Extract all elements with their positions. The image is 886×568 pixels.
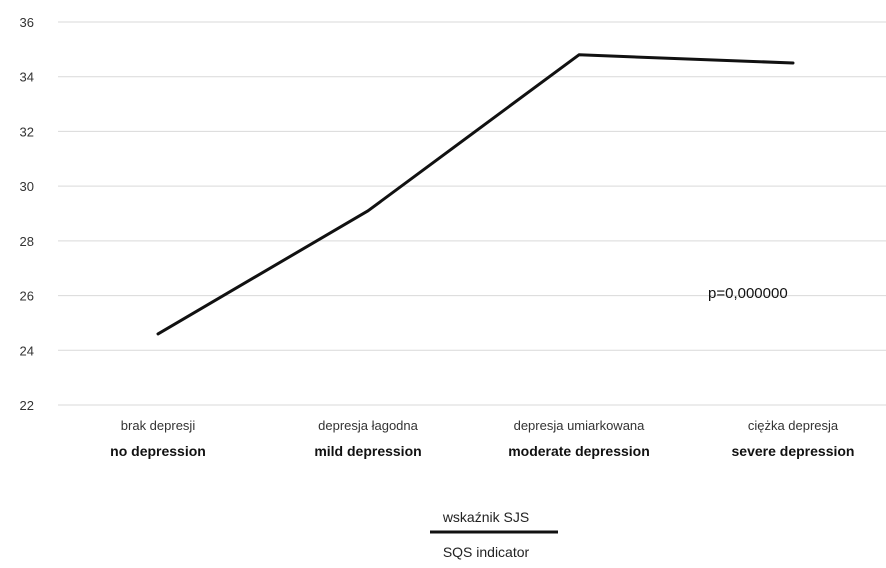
y-tick-label: 30 (20, 179, 34, 194)
x-tick-label-polish: depresja umiarkowana (514, 418, 646, 433)
x-tick-label-polish: brak depresji (121, 418, 196, 433)
gridlines (58, 21, 886, 406)
series-layer (156, 53, 795, 336)
x-tick-label-english: no depression (110, 443, 206, 459)
y-tick-label: 28 (20, 234, 34, 249)
x-tick-label-polish: depresja łagodna (318, 418, 419, 433)
p-value-annotation: p=0,000000 (708, 285, 788, 302)
y-tick-label: 22 (20, 398, 34, 413)
x-tick-label-english: moderate depression (508, 443, 650, 459)
legend-label-polish: wskaźnik SJS (442, 509, 529, 525)
y-tick-label: 26 (20, 289, 34, 304)
legend-label-english: SQS indicator (443, 544, 530, 560)
y-tick-label: 24 (20, 343, 34, 358)
y-axis-tick-labels: 22 24 26 28 30 32 34 36 (20, 15, 34, 413)
x-tick-label-polish: ciężka depresja (748, 418, 839, 433)
series-line (156, 53, 795, 336)
x-axis-tick-labels: brak depresji no depression depresja łagod… (110, 418, 854, 459)
y-tick-label: 32 (20, 124, 34, 139)
x-tick-label-english: mild depression (314, 443, 421, 459)
x-tick-label-english: severe depression (732, 443, 855, 459)
legend: wskaźnik SJS SQS indicator (430, 509, 558, 560)
y-tick-label: 36 (20, 15, 34, 30)
y-tick-label: 34 (20, 70, 34, 85)
